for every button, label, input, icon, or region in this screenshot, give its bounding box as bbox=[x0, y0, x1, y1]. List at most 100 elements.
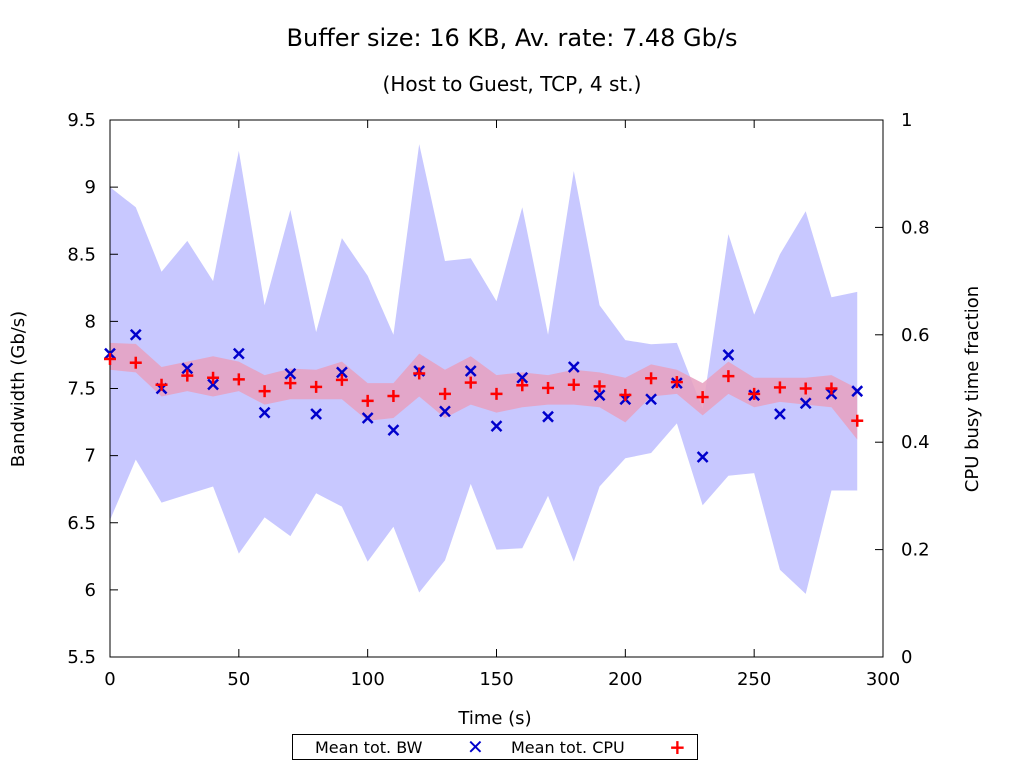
y2-axis-label: CPU busy time fraction bbox=[962, 286, 983, 492]
bw-point bbox=[593, 389, 606, 402]
legend-plus-marker-icon: + bbox=[669, 735, 686, 759]
y2-tick-label: 0.8 bbox=[901, 217, 930, 238]
cpu-point bbox=[438, 387, 451, 400]
cpu-point bbox=[413, 367, 426, 380]
y2-tick-label: 1 bbox=[901, 110, 912, 131]
cpu-point bbox=[567, 378, 580, 391]
bw-point-stroke bbox=[181, 362, 194, 375]
error-bands bbox=[110, 144, 858, 594]
bw-point-stroke bbox=[774, 408, 786, 420]
cpu-point bbox=[542, 381, 555, 394]
cpu-point bbox=[773, 381, 786, 394]
bw-point-stroke bbox=[439, 405, 451, 418]
bw-point bbox=[361, 412, 374, 424]
bw-point-stroke bbox=[542, 410, 554, 423]
cpu-point bbox=[516, 379, 529, 392]
y-axis-label: Bandwidth (Gb/s) bbox=[8, 311, 29, 467]
bw-point bbox=[490, 420, 503, 432]
bw-point-stroke bbox=[722, 349, 735, 361]
y-tick-label: 9 bbox=[85, 177, 96, 198]
bw-point bbox=[851, 385, 864, 398]
bw-point-stroke bbox=[799, 397, 812, 410]
bw-point bbox=[310, 408, 323, 420]
y2-tick-label: 0 bbox=[901, 647, 912, 668]
bw-point-stroke bbox=[490, 420, 503, 432]
legend: Mean tot. BW ✕ Mean tot. CPU + bbox=[292, 734, 698, 760]
bw-point bbox=[774, 408, 786, 420]
cpu-point bbox=[748, 387, 761, 400]
axis-ticks: 0 50 100 150 200 250 300 5.5 6 6.5 7 7.5 8 8.5 9 9.5 0 0.… bbox=[67, 110, 929, 690]
bw-point-stroke bbox=[593, 389, 606, 402]
cpu-point bbox=[593, 380, 606, 393]
cpu-point bbox=[361, 394, 374, 407]
cpu-point bbox=[258, 385, 271, 398]
bw-point bbox=[181, 362, 194, 375]
bw-point-stroke bbox=[645, 393, 657, 406]
bw-point bbox=[722, 349, 735, 361]
bw-point bbox=[207, 378, 219, 391]
bw-point bbox=[439, 405, 451, 418]
cpu-point bbox=[464, 376, 477, 389]
y-tick-label: 9.5 bbox=[67, 110, 96, 131]
legend-x-marker-icon: ✕ bbox=[467, 735, 484, 759]
bw-point bbox=[567, 361, 580, 373]
cpu-point bbox=[310, 380, 323, 393]
bw-point bbox=[387, 424, 400, 437]
cpu-point bbox=[232, 373, 245, 386]
cpu-point bbox=[619, 388, 632, 401]
cpu-point bbox=[335, 373, 348, 386]
x-tick-label: 250 bbox=[737, 669, 771, 690]
y-tick-label: 6.5 bbox=[67, 513, 96, 534]
bw-point-stroke bbox=[258, 406, 271, 419]
y-tick-label: 5.5 bbox=[67, 647, 96, 668]
bw-point-stroke bbox=[464, 365, 477, 377]
y-tick-label: 8.5 bbox=[67, 244, 96, 265]
bw-point bbox=[336, 366, 348, 379]
cpu-point bbox=[155, 378, 168, 391]
bw-point-stroke bbox=[696, 451, 709, 463]
y2-tick-label: 0.4 bbox=[901, 432, 930, 453]
chart-title: Buffer size: 16 KB, Av. rate: 7.48 Gb/s bbox=[286, 24, 738, 52]
bw-point-stroke bbox=[232, 347, 245, 360]
x-tick-label: 0 bbox=[104, 669, 115, 690]
bw-point-stroke bbox=[851, 385, 864, 398]
cpu-point bbox=[825, 382, 838, 395]
bw-point-stroke bbox=[284, 367, 297, 380]
cpu-point bbox=[387, 390, 400, 403]
y-tick-label: 7.5 bbox=[67, 379, 96, 400]
chart-subtitle: (Host to Guest, TCP, 4 st.) bbox=[382, 72, 642, 96]
cpu-point bbox=[104, 352, 116, 365]
y-tick-label: 6 bbox=[85, 580, 96, 601]
bw-point-stroke bbox=[207, 378, 219, 391]
bw-point-stroke bbox=[129, 328, 142, 341]
x-tick-label: 150 bbox=[479, 669, 513, 690]
y2-tick-label: 0.6 bbox=[901, 325, 930, 346]
bw-point bbox=[696, 451, 709, 463]
cpu-point bbox=[207, 371, 220, 384]
bw-point-stroke bbox=[361, 412, 374, 424]
cpu-point bbox=[284, 377, 297, 390]
bw-point-stroke bbox=[387, 424, 400, 437]
x-tick-label: 300 bbox=[866, 669, 900, 690]
bw-point bbox=[542, 410, 554, 423]
cpu-point bbox=[851, 414, 864, 427]
bw-point bbox=[258, 406, 271, 419]
cpu-point bbox=[129, 356, 142, 369]
cpu-error-band bbox=[110, 342, 858, 440]
bw-point bbox=[129, 328, 142, 341]
cpu-point bbox=[722, 370, 735, 383]
cpu-point bbox=[799, 382, 812, 395]
y-tick-label: 8 bbox=[85, 311, 96, 332]
bw-point bbox=[645, 393, 657, 406]
cpu-point bbox=[696, 391, 709, 404]
legend-label-bw: Mean tot. BW bbox=[315, 738, 423, 757]
cpu-point bbox=[670, 376, 683, 389]
x-axis-label: Time (s) bbox=[457, 708, 531, 729]
bw-point-stroke bbox=[516, 371, 529, 384]
bw-point bbox=[516, 371, 529, 384]
cpu-point bbox=[645, 372, 658, 385]
bw-point bbox=[799, 397, 812, 410]
cpu-point bbox=[490, 387, 503, 400]
bw-point bbox=[232, 347, 245, 360]
